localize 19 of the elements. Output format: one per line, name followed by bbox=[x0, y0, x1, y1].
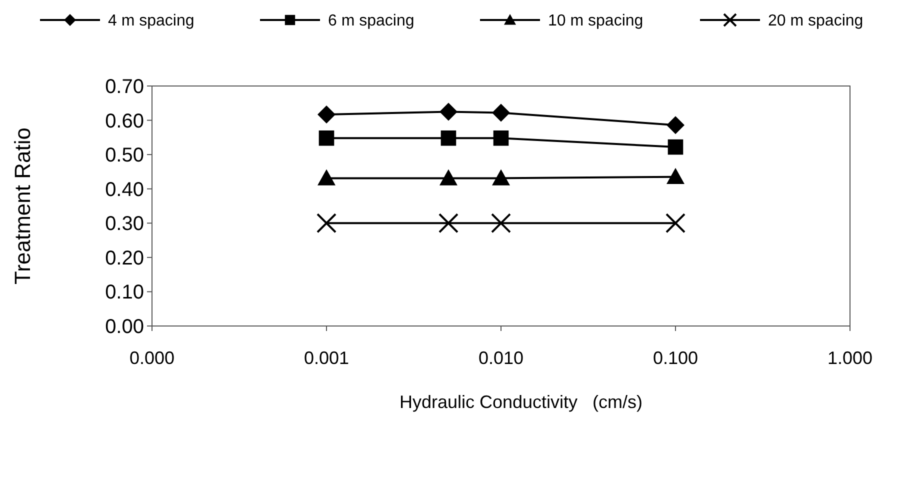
x-tick-label: 0.010 bbox=[478, 348, 524, 368]
x-tick-label: 0.100 bbox=[652, 348, 698, 368]
y-tick-label: 0.40 bbox=[105, 178, 144, 201]
y-tick-label: 0.20 bbox=[105, 247, 144, 270]
legend-label: 4 m spacing bbox=[108, 12, 194, 30]
x-axis-title: Hydraulic Conductivity (cm/s) bbox=[399, 392, 643, 412]
y-tick-label: 0.30 bbox=[105, 213, 144, 236]
y-tick-label: 0.10 bbox=[105, 282, 144, 304]
x-tick-label: 0.001 bbox=[304, 348, 350, 368]
x-tick-label: 1.000 bbox=[827, 348, 873, 368]
y-tick-label: 0.60 bbox=[105, 110, 144, 132]
legend-label: 6 m spacing bbox=[328, 12, 414, 30]
y-axis-title: Treatment Ratio bbox=[10, 128, 35, 284]
y-tick-label: 0.50 bbox=[105, 144, 144, 167]
y-tick-label: 0.70 bbox=[105, 76, 144, 98]
y-tick-label: 0.00 bbox=[105, 316, 144, 338]
x-tick-label: 0.000 bbox=[129, 348, 175, 368]
legend-label: 20 m spacing bbox=[768, 12, 864, 30]
legend-label: 10 m spacing bbox=[548, 12, 644, 30]
